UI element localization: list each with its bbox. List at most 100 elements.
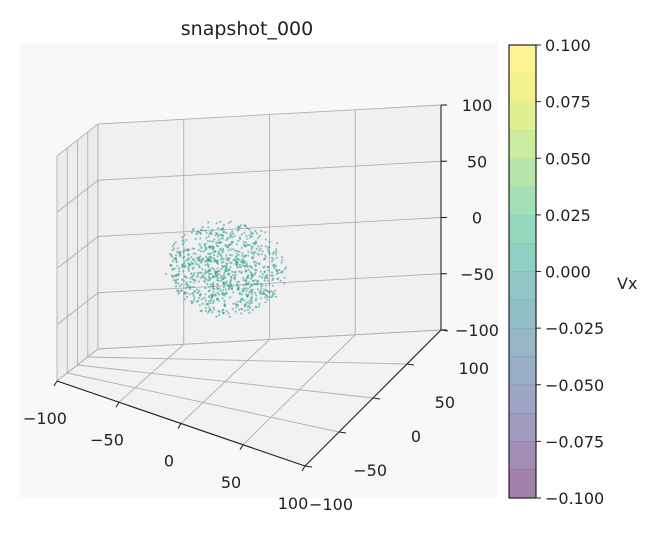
data-point <box>260 244 263 247</box>
colorbar-band <box>509 328 536 357</box>
data-point <box>171 268 174 271</box>
data-point <box>264 301 267 304</box>
data-point <box>249 231 252 234</box>
data-point <box>208 232 211 235</box>
data-point <box>220 228 223 231</box>
data-point <box>236 288 239 291</box>
colorbar-label: Vx <box>617 274 637 293</box>
data-point <box>192 285 195 288</box>
data-point <box>173 267 176 270</box>
data-point <box>245 262 248 265</box>
data-point <box>214 234 217 237</box>
data-point <box>226 237 229 240</box>
data-point <box>242 261 245 264</box>
data-point <box>223 299 226 303</box>
data-point <box>229 232 232 235</box>
data-point <box>205 246 208 249</box>
data-point <box>223 305 227 308</box>
data-point <box>256 283 259 286</box>
data-point <box>238 293 241 296</box>
data-point <box>264 284 267 287</box>
data-point <box>208 255 211 258</box>
data-point <box>246 227 249 230</box>
data-point <box>204 248 207 251</box>
data-point <box>239 238 242 241</box>
data-point <box>181 236 184 239</box>
data-point <box>191 247 194 250</box>
data-point <box>203 276 206 279</box>
data-point <box>207 264 210 267</box>
data-point <box>258 249 261 252</box>
data-point <box>197 280 201 283</box>
data-point <box>240 260 243 264</box>
data-point <box>216 255 219 258</box>
data-point <box>221 277 224 281</box>
data-point <box>219 289 222 292</box>
data-point <box>232 302 235 305</box>
data-point <box>242 240 245 244</box>
data-point <box>221 237 225 240</box>
data-point <box>187 253 190 256</box>
data-point <box>212 290 215 293</box>
data-point <box>227 312 230 315</box>
data-point <box>217 293 220 296</box>
y-tick-label: −100 <box>309 495 353 514</box>
data-point <box>215 297 219 300</box>
data-point <box>221 247 224 251</box>
data-point <box>174 275 177 278</box>
data-point <box>231 230 234 233</box>
x-tick-label: −50 <box>90 430 124 449</box>
data-point <box>268 252 271 255</box>
data-point <box>219 241 222 244</box>
data-point <box>236 300 239 303</box>
data-point <box>190 231 193 234</box>
data-point <box>235 243 238 246</box>
data-point <box>213 253 216 256</box>
colorbar-ticks: −0.100 −0.075 −0.050 −0.025 0.000 0.025 0.050 0… <box>536 36 604 508</box>
data-point <box>275 248 278 251</box>
data-point <box>188 248 191 251</box>
data-point <box>212 257 216 260</box>
data-point <box>235 304 239 307</box>
tick-mark <box>301 465 306 472</box>
data-point <box>222 281 225 284</box>
data-point <box>271 260 274 263</box>
data-point <box>238 263 241 266</box>
data-point <box>250 296 253 299</box>
data-point <box>186 295 189 298</box>
data-point <box>230 276 233 279</box>
data-point <box>260 287 263 290</box>
data-point <box>237 239 240 242</box>
data-point <box>240 307 243 310</box>
data-point <box>213 268 216 271</box>
data-point <box>233 258 236 261</box>
data-point <box>207 275 210 278</box>
data-point <box>187 269 190 272</box>
data-point <box>173 243 176 246</box>
data-point <box>207 221 210 224</box>
data-point <box>216 288 219 291</box>
data-point <box>243 255 246 258</box>
data-point <box>201 267 204 271</box>
data-point <box>270 274 273 277</box>
data-point <box>217 238 220 242</box>
data-point <box>195 262 198 265</box>
data-point <box>240 271 243 275</box>
data-point <box>232 291 235 294</box>
data-point <box>221 226 224 229</box>
data-point <box>196 256 199 259</box>
data-point <box>229 266 232 269</box>
data-point <box>226 267 229 270</box>
data-point <box>192 252 195 255</box>
data-point <box>224 288 227 291</box>
data-point <box>196 272 199 275</box>
data-point <box>243 309 246 312</box>
data-point <box>212 308 216 311</box>
data-point <box>182 256 185 259</box>
data-point <box>235 261 238 264</box>
data-point <box>182 263 185 266</box>
data-point <box>206 282 209 286</box>
data-point <box>250 293 253 296</box>
data-point <box>227 221 230 224</box>
data-point <box>247 293 250 296</box>
